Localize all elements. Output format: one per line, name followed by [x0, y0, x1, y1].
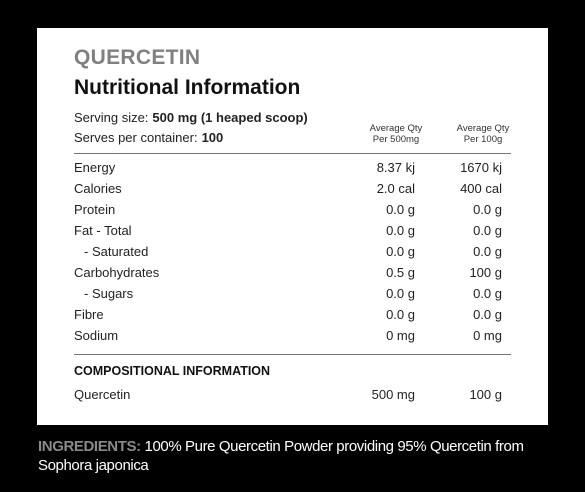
row-label: - Saturated: [84, 244, 149, 259]
row-label: Calories: [74, 181, 122, 196]
serves-per-container: Serves per container: 100: [74, 130, 223, 145]
row-label: Protein: [74, 202, 116, 217]
value-per-100g: 100 g: [469, 265, 502, 280]
row-label: Carbohydrates: [74, 265, 160, 280]
serving-size: Serving size: 500 mg (1 heaped scoop): [74, 110, 308, 125]
row-label: Energy: [74, 160, 116, 175]
value: 500 mg (1 heaped scoop): [152, 110, 308, 125]
value-per-100g: 0.0 g: [473, 244, 502, 259]
value-per-serving: 0.0 g: [386, 244, 415, 259]
line: Per 100g: [463, 134, 503, 145]
brand: QUERCETIN: [74, 46, 201, 69]
column-header: Average Qty Per 100g: [438, 123, 528, 145]
title: Nutritional Information: [74, 76, 301, 99]
row-label: Fibre: [74, 307, 104, 322]
line: Average Qty: [456, 123, 510, 134]
line: Average Qty: [369, 123, 423, 134]
value-per-100g: 0.0 g: [473, 307, 502, 322]
value-per-100g: 1670 kj: [460, 160, 502, 175]
value-per-serving: 0.0 g: [386, 223, 415, 238]
value-per-serving: 0.0 g: [386, 202, 415, 217]
section-title: COMPOSITIONAL INFORMATION: [74, 364, 271, 378]
value-per-serving: 2.0 cal: [376, 181, 415, 196]
label: Serves per container:: [74, 130, 198, 145]
divider: [74, 354, 511, 355]
row-label: Sodium: [74, 328, 119, 343]
value: 100: [201, 130, 224, 145]
value-per-serving: 0.0 g: [386, 307, 415, 322]
label: INGREDIENTS:: [38, 438, 141, 455]
row-label: Quercetin: [74, 387, 131, 402]
row-label: - Sugars: [84, 286, 134, 301]
divider: [74, 153, 511, 154]
label: Serving size:: [74, 110, 149, 125]
nutrition-panel: QUERCETIN Nutritional Information Servin…: [37, 28, 548, 425]
value-per-100g: 0.0 g: [473, 223, 502, 238]
value-per-serving: 0 mg: [386, 328, 415, 343]
column-header: Average Qty Per 500mg: [351, 123, 441, 145]
value-per-serving: 0.0 g: [386, 286, 415, 301]
ingredients: INGREDIENTS: 100% Pure Quercetin Powder …: [38, 437, 568, 475]
value-per-serving: 500 mg: [371, 387, 415, 402]
value-per-100g: 100 g: [469, 387, 502, 402]
line: Per 500mg: [372, 134, 420, 145]
value-per-100g: 400 cal: [460, 181, 502, 196]
value-per-100g: 0.0 g: [473, 286, 502, 301]
text: 100% Pure Quercetin Powder providing 95%…: [38, 438, 524, 474]
value-per-100g: 0 mg: [473, 328, 502, 343]
row-label: Fat - Total: [74, 223, 132, 238]
value-per-serving: 0.5 g: [386, 265, 415, 280]
value-per-100g: 0.0 g: [473, 202, 502, 217]
value-per-serving: 8.37 kj: [376, 160, 415, 175]
